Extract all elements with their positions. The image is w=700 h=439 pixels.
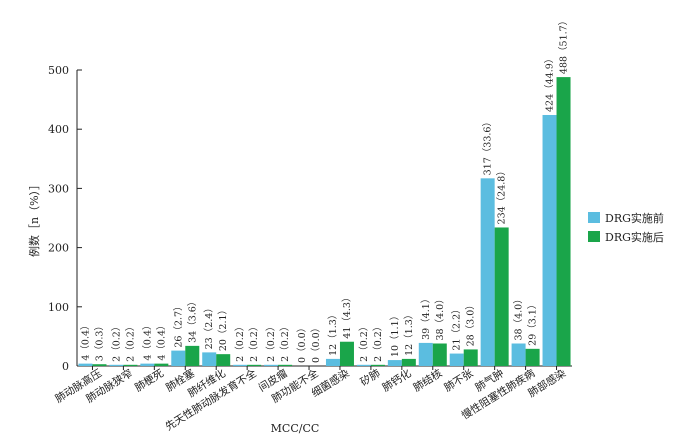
x-tick-label: 肺梗死 <box>132 366 166 394</box>
bar-before <box>202 352 217 366</box>
bar-after <box>556 77 571 366</box>
data-label-before: 23（2.4） <box>203 303 215 349</box>
data-label-before: 0（0.0） <box>296 323 308 363</box>
data-label-before: 2（0.2） <box>358 322 370 362</box>
y-axis-ticks: 0 100 200 300 400 500 <box>48 64 82 373</box>
bar-before <box>325 358 340 366</box>
data-label-before: 424（44.9） <box>544 54 556 112</box>
bar-after <box>92 364 107 366</box>
data-label-after: 20（2.1） <box>217 305 229 351</box>
data-label-after: 2（0.2） <box>248 322 260 362</box>
y-tick-label: 400 <box>48 123 69 136</box>
bar-before <box>233 364 248 366</box>
legend: DRG实施前 DRG实施后 <box>588 211 664 244</box>
x-axis-title: MCC/CC <box>271 422 320 435</box>
y-tick-label: 300 <box>48 182 69 195</box>
bar-after <box>370 364 385 366</box>
data-label-after: 28（3.0） <box>465 300 477 346</box>
legend-label-before: DRG实施前 <box>605 211 664 225</box>
bar-before <box>356 364 371 366</box>
y-tick-label: 0 <box>62 360 69 373</box>
x-tick-label: 肺钙化 <box>380 366 414 394</box>
legend-item-before: DRG实施前 <box>588 211 664 225</box>
bar-before <box>480 178 495 366</box>
data-label-after: 3（0.3） <box>93 321 105 361</box>
legend-item-after: DRG实施后 <box>588 230 664 244</box>
data-label-after: 29（3.1） <box>527 300 539 346</box>
x-tick-label: 肺结核 <box>411 366 445 394</box>
data-label-after: 34（3.6） <box>186 297 198 343</box>
data-label-after: 2（0.2） <box>124 322 136 362</box>
data-label-before: 10（1.1） <box>389 311 401 357</box>
data-label-after: 488（51.7） <box>558 16 570 74</box>
bar-after <box>432 343 447 366</box>
data-label-before: 39（4.1） <box>420 294 432 340</box>
y-tick-label: 200 <box>48 242 69 255</box>
bar-after <box>339 341 354 366</box>
data-label-after: 0（0.0） <box>310 323 322 363</box>
bar-before <box>78 363 93 366</box>
bar-after <box>216 354 231 366</box>
data-label-after: 38（4.0） <box>434 294 446 340</box>
legend-label-after: DRG实施后 <box>605 230 664 244</box>
bar-after <box>123 364 138 366</box>
bar-before <box>449 353 464 366</box>
bar-after <box>185 345 200 366</box>
bar-after <box>463 349 478 366</box>
data-label-before: 2（0.2） <box>265 322 277 362</box>
data-label-before: 12（1.3） <box>327 310 339 356</box>
data-label-before: 26（2.7） <box>172 301 184 347</box>
data-label-before: 317（33.6） <box>482 117 494 175</box>
bar-after <box>247 364 262 366</box>
legend-swatch-after <box>588 231 600 242</box>
data-label-after: 12（1.3） <box>403 310 415 356</box>
data-label-before: 4（0.4） <box>79 320 91 360</box>
y-tick-label: 100 <box>48 301 69 314</box>
bar-before <box>140 363 155 366</box>
data-label-before: 38（4.0） <box>513 294 525 340</box>
bar-before <box>109 364 124 366</box>
bar-before <box>418 342 433 366</box>
data-label-after: 234（24.8） <box>496 166 508 224</box>
data-label-before: 2（0.2） <box>234 322 246 362</box>
bar-before <box>511 343 526 366</box>
data-label-after: 4（0.4） <box>155 320 167 360</box>
bar-after <box>278 364 293 366</box>
y-axis-title: 例数［n（%）］ <box>27 179 41 257</box>
legend-swatch-before <box>588 212 600 223</box>
bar-after <box>401 358 416 366</box>
y-tick-label: 500 <box>48 64 69 77</box>
data-label-after: 41（4.3） <box>341 293 353 339</box>
x-tick-label: 肺不张 <box>442 367 475 394</box>
data-labels: 4（0.4） 3（0.3） 2（0.2） 2（0.2） 4（0.4） 4（0.4） 26（2… <box>79 16 569 363</box>
data-label-before: 4（0.4） <box>141 320 153 360</box>
bar-before <box>387 360 402 366</box>
x-tick-label: 矽肺 <box>358 366 383 388</box>
data-label-after: 2（0.2） <box>372 322 384 362</box>
bar-before <box>542 114 557 366</box>
bar-before <box>171 350 186 366</box>
data-label-before: 2（0.2） <box>110 322 122 362</box>
data-label-before: 21（2.2） <box>451 304 463 350</box>
bar-after <box>154 363 169 366</box>
data-label-after: 2（0.2） <box>279 322 291 362</box>
bar-after <box>525 348 540 366</box>
bar-after <box>494 227 509 366</box>
bars <box>78 77 571 366</box>
bar-before <box>264 364 279 366</box>
